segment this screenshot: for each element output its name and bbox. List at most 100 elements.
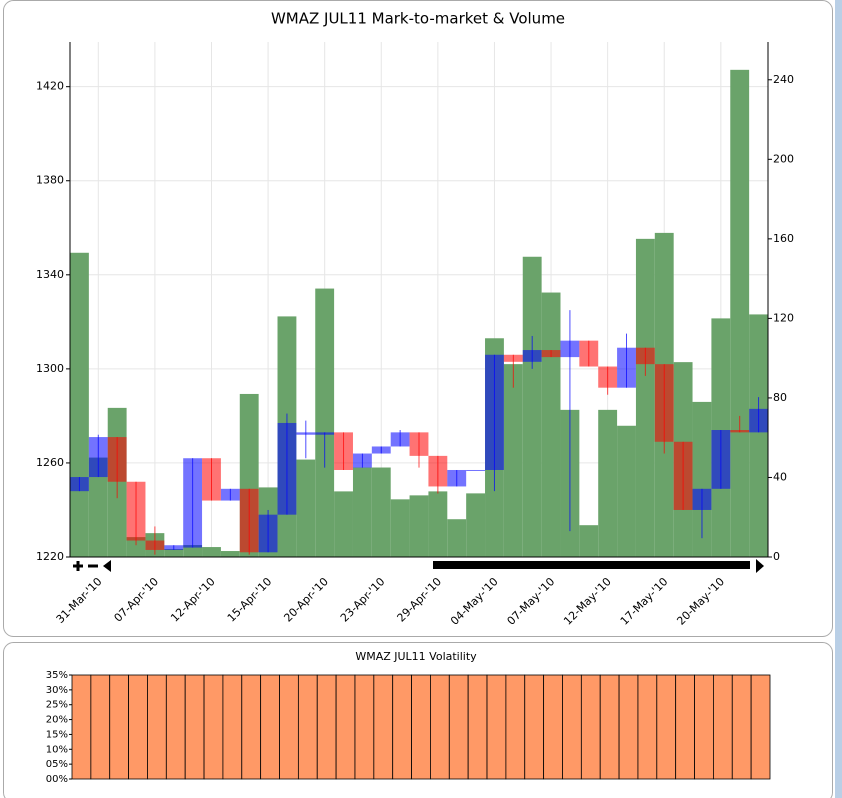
bar	[279, 674, 299, 780]
volume-bar	[428, 491, 448, 557]
candle-body	[296, 432, 316, 435]
bar	[486, 674, 507, 780]
candle-body	[749, 408, 768, 433]
candle-body	[315, 432, 335, 435]
y-tick-label: 1260	[36, 456, 64, 469]
scroll-left[interactable]	[103, 560, 111, 572]
y-tick-label: 1340	[36, 268, 64, 281]
y2-tick-label: 40	[773, 470, 787, 483]
candle-body	[485, 354, 504, 470]
volume-bar	[183, 545, 203, 557]
y-tick-label: 1300	[36, 362, 64, 375]
volume-bar	[352, 467, 372, 557]
bar	[694, 674, 714, 780]
scroll-thumb[interactable]	[433, 561, 750, 569]
volume-bar	[334, 491, 353, 557]
volume-bar	[692, 401, 712, 557]
bar	[562, 674, 582, 780]
bar	[713, 674, 733, 780]
bar	[222, 674, 243, 780]
bar	[90, 674, 111, 780]
bar	[165, 674, 186, 780]
volume-bar	[390, 499, 410, 557]
bar	[524, 674, 545, 780]
bar	[543, 674, 563, 780]
bar	[580, 674, 601, 780]
candle-body	[126, 481, 146, 541]
candle-body	[107, 437, 127, 482]
bar	[411, 674, 431, 780]
y2-tick-label: 200	[773, 152, 794, 165]
volume-bar	[296, 459, 316, 557]
y2-tick-label: 80	[773, 391, 787, 404]
bar	[71, 674, 92, 780]
candle-body	[164, 545, 184, 550]
y-tick-label: 1380	[36, 174, 64, 187]
volume-bar	[635, 238, 655, 558]
volume-bar	[730, 69, 750, 558]
volume-bar	[70, 252, 89, 557]
candle-body	[711, 430, 731, 489]
candle-body	[541, 350, 561, 358]
candle-body	[503, 354, 523, 362]
bar	[392, 674, 412, 780]
bar	[147, 674, 167, 780]
candle-body	[522, 350, 542, 362]
candle-body	[730, 430, 750, 433]
volume-bar	[749, 314, 768, 557]
bar	[109, 674, 129, 780]
bar	[467, 674, 488, 780]
bar	[354, 674, 375, 780]
bar	[260, 674, 280, 780]
candle-body	[654, 364, 674, 442]
bar	[656, 674, 677, 780]
bar	[128, 674, 148, 780]
volume-bar	[202, 547, 221, 557]
bar	[430, 674, 450, 780]
candle-body	[673, 441, 693, 510]
bar	[731, 674, 752, 780]
candle-body	[617, 347, 636, 388]
candle-body	[258, 514, 278, 553]
volume-bar	[409, 495, 429, 557]
candle-body	[334, 432, 353, 470]
y-tick-label: 30%	[46, 685, 68, 696]
y2-tick-label: 0	[773, 550, 780, 563]
candle-body	[598, 366, 618, 388]
bar	[297, 674, 318, 780]
y2-tick-label: 160	[773, 232, 794, 245]
bar	[316, 674, 337, 780]
volume-bar	[88, 457, 108, 557]
candle-body	[428, 455, 448, 487]
candle-body	[579, 340, 599, 367]
bar	[675, 674, 695, 780]
y-tick-label: 25%	[46, 700, 68, 711]
y-tick-label: 20%	[46, 715, 68, 726]
bar	[448, 674, 469, 780]
candle-body	[277, 422, 297, 515]
volume-bar	[503, 364, 523, 557]
candle-body	[220, 488, 240, 501]
chart-title: WMAZ JUL11 Mark-to-market & Volume	[271, 10, 565, 28]
bar	[373, 674, 394, 780]
candle-body	[145, 540, 165, 550]
candle-body	[202, 458, 221, 501]
zoom-in[interactable]	[73, 561, 83, 571]
bar	[599, 674, 620, 780]
volume-bar	[315, 288, 335, 557]
bar	[184, 674, 205, 780]
y-tick-label: 1220	[36, 550, 64, 563]
candle-body	[183, 458, 203, 548]
volume-bar	[447, 519, 467, 557]
bar	[203, 674, 224, 780]
bar	[750, 674, 771, 780]
bar	[335, 674, 356, 780]
y-tick-label: 1420	[36, 80, 64, 93]
candle-body	[70, 477, 89, 492]
chart-title: WMAZ JUL11 Volatility	[355, 650, 477, 663]
navigator[interactable]	[73, 559, 764, 573]
candle-body	[635, 347, 655, 365]
y-tick-label: 35%	[46, 670, 68, 681]
scroll-right[interactable]	[756, 559, 764, 573]
